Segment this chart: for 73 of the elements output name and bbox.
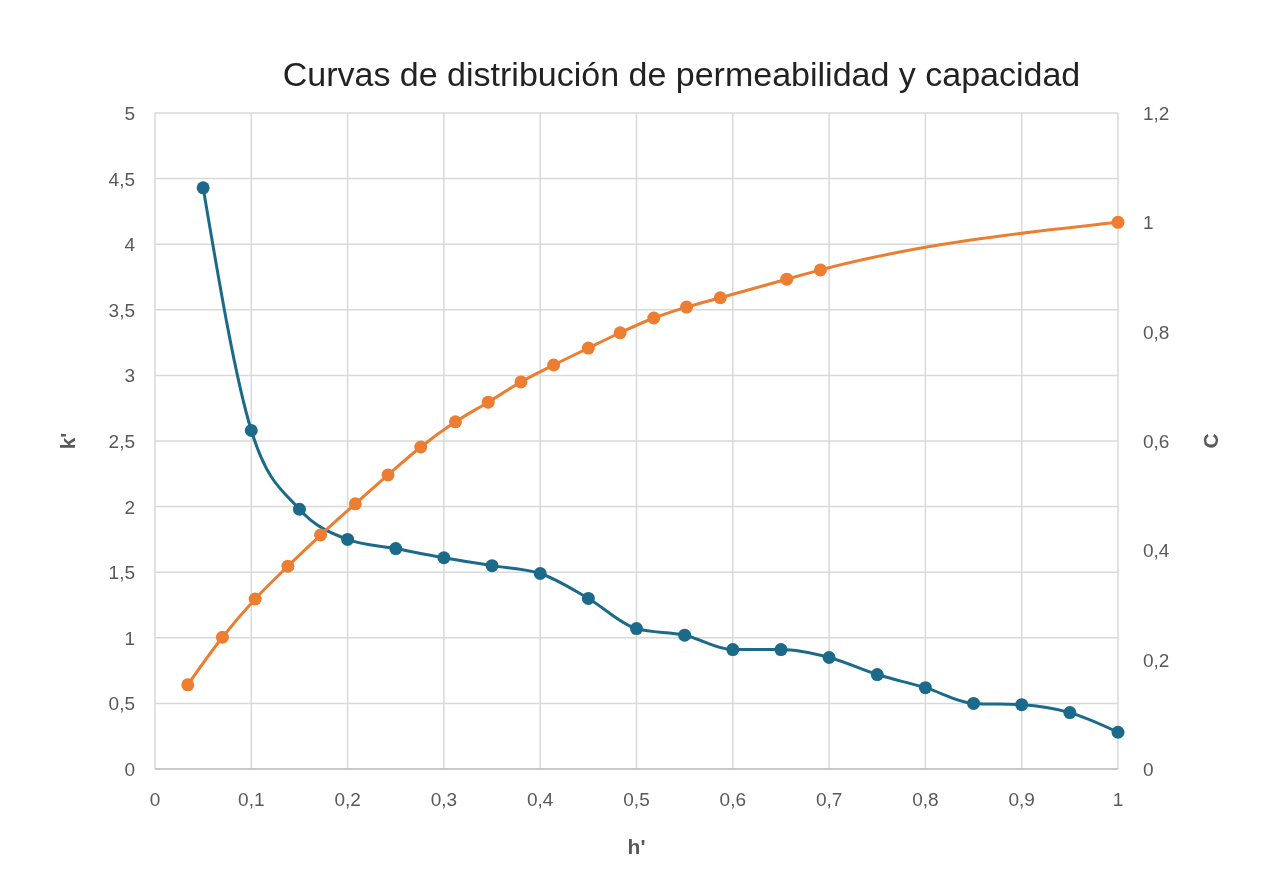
point — [1111, 215, 1125, 229]
point — [918, 681, 932, 695]
point — [485, 559, 499, 573]
y-tick-label: 4,5 — [108, 168, 135, 190]
chart-title: Curvas de distribución de permeabilidad y capacidad — [282, 55, 1081, 93]
point — [533, 567, 547, 581]
point — [341, 532, 355, 546]
point — [437, 551, 451, 565]
point — [967, 696, 981, 710]
point — [1063, 706, 1077, 720]
x-tick-label: 0,5 — [623, 789, 650, 810]
x-tick-label: 0,8 — [912, 789, 939, 810]
y-tick-label: 2 — [124, 496, 135, 518]
y-tick-label: 3,5 — [108, 299, 135, 321]
point — [348, 497, 362, 511]
x-tick-label: 0,3 — [430, 789, 458, 810]
y2-tick-label: 0,4 — [1143, 540, 1170, 562]
point — [647, 311, 661, 325]
point — [726, 643, 740, 657]
point — [292, 502, 306, 516]
x-axis-title: h' — [627, 835, 646, 858]
point — [581, 341, 595, 355]
point — [680, 300, 694, 314]
x-tick-label: 0,7 — [815, 789, 843, 810]
point — [389, 542, 403, 556]
point — [281, 559, 295, 573]
point — [870, 668, 884, 682]
y-tick-label: 5 — [124, 103, 135, 124]
x-tick-label: 0,4 — [526, 789, 554, 810]
point — [780, 272, 794, 286]
point — [314, 528, 328, 542]
point — [713, 291, 727, 305]
y2-tick-label: 0 — [1143, 759, 1154, 780]
point — [248, 592, 262, 606]
x-tick-label: 0,2 — [334, 789, 361, 810]
point — [822, 650, 836, 664]
point — [1111, 725, 1125, 739]
y-tick-label: 1 — [124, 627, 135, 649]
point — [678, 628, 692, 642]
y2-tick-label: 0,2 — [1143, 649, 1170, 671]
point — [414, 440, 428, 454]
x-tick-label: 1 — [1112, 789, 1124, 810]
point — [1015, 698, 1029, 712]
point — [630, 622, 643, 636]
point — [581, 591, 595, 605]
point — [547, 358, 561, 372]
y-tick-label: 0 — [124, 759, 135, 780]
point — [215, 630, 229, 644]
y2-tick-label: 0,8 — [1143, 321, 1170, 343]
y2-tick-label: 1 — [1143, 212, 1154, 234]
y-tick-label: 3 — [124, 365, 135, 387]
point — [774, 643, 788, 657]
y-tick-label: 1,5 — [108, 562, 135, 584]
point — [244, 424, 258, 437]
point — [613, 326, 627, 340]
y2-axis-title: C — [1199, 433, 1222, 449]
y-tick-label: 4 — [124, 234, 136, 256]
y-tick-label: 2,5 — [108, 431, 135, 452]
y-tick-label: 0,5 — [108, 693, 135, 715]
point — [381, 468, 395, 482]
x-tick-label: 0,9 — [1008, 789, 1035, 810]
point — [448, 415, 462, 429]
y-axis-title: k' — [56, 432, 79, 450]
point — [196, 181, 210, 195]
y2-tick-label: 0,6 — [1143, 431, 1170, 452]
x-tick-label: 0,1 — [238, 789, 265, 810]
point — [181, 678, 195, 692]
point — [514, 375, 528, 389]
point — [813, 263, 827, 277]
y2-tick-label: 1,2 — [1143, 103, 1170, 124]
x-tick-label: 0,6 — [719, 789, 747, 810]
point — [481, 395, 495, 409]
x-tick-label: 0 — [149, 789, 161, 810]
